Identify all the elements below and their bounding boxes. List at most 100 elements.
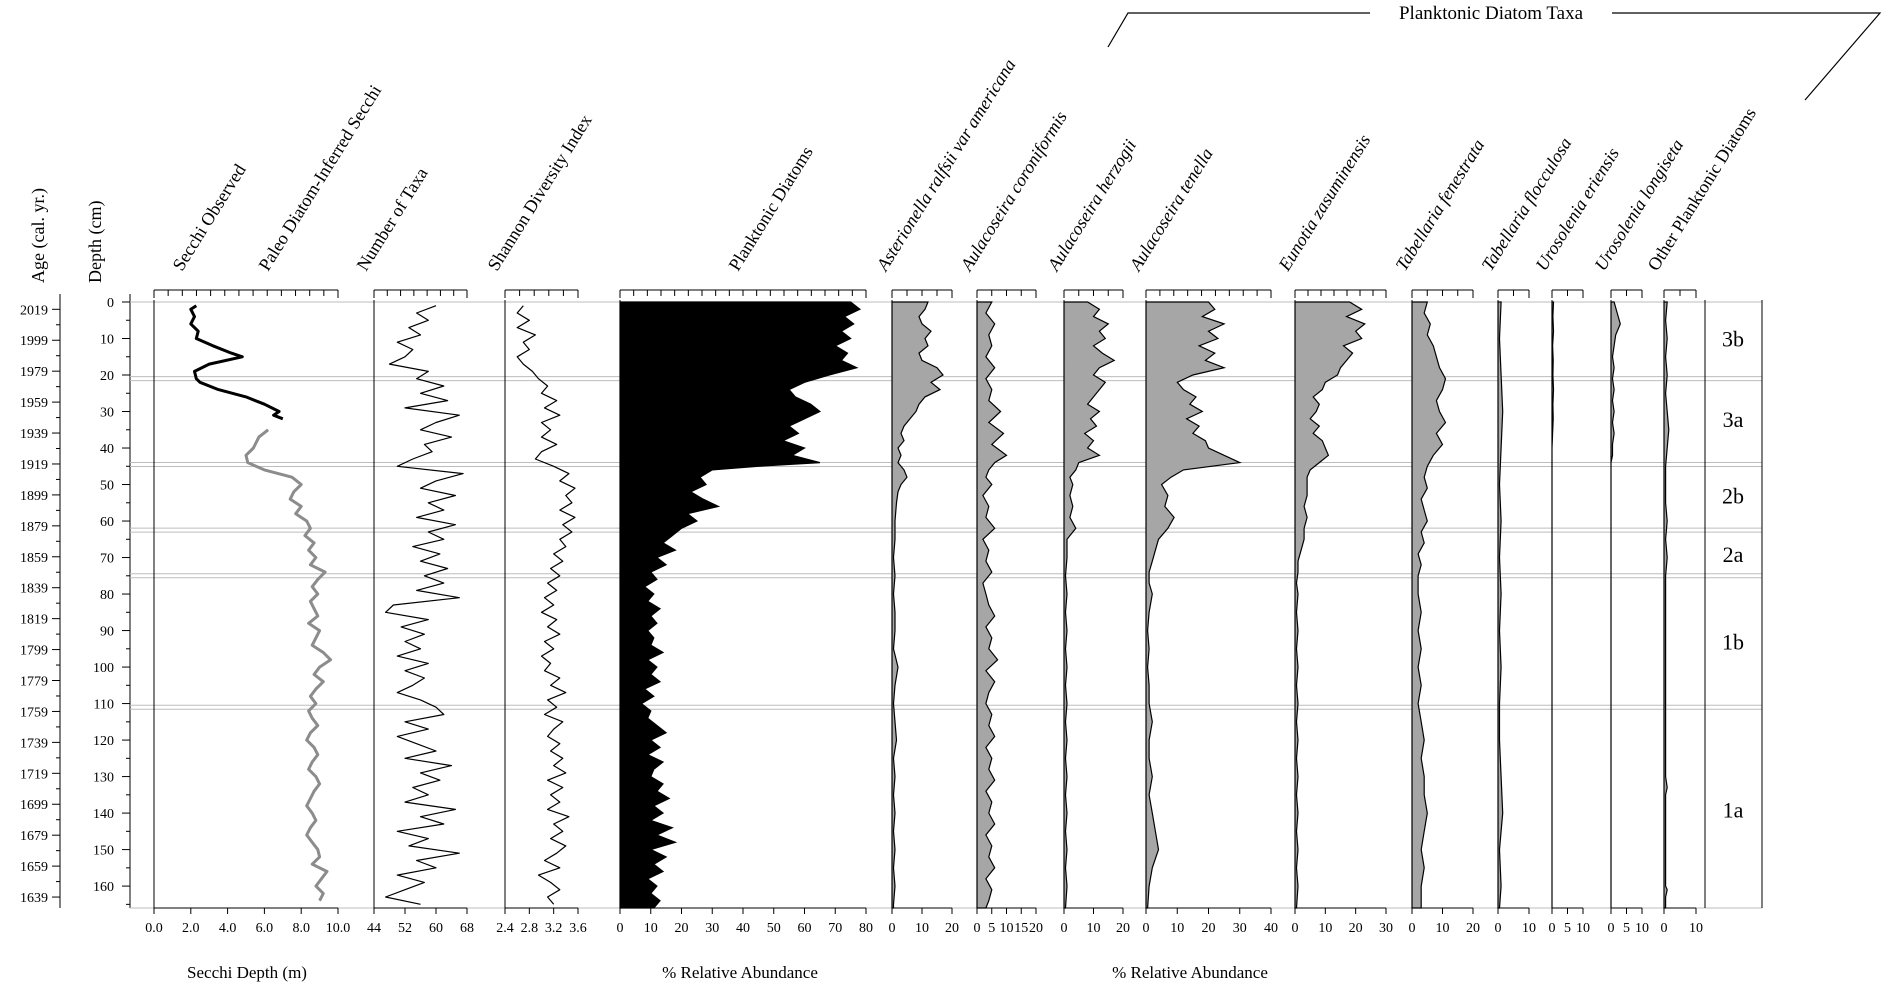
bottom-axis-tick-label: 0.0 (145, 921, 163, 936)
bottom-axis-tick-label: 5 (1623, 921, 1630, 936)
banner-group: Planktonic Diatom Taxa (1107, 3, 1882, 101)
area-series-tab-fen (1411, 301, 1447, 909)
panel-title: Aulacoseira tenella (1125, 144, 1217, 275)
panel-title: Planktonic Diatoms (724, 143, 816, 274)
bottom-axis-tick-label: 0 (1061, 921, 1068, 936)
panel-title: Asterionella ralfsii var americana (872, 55, 1020, 275)
zone-label: 1a (1723, 797, 1744, 822)
depth-tick-label: 40 (100, 442, 114, 457)
panel-title: Eunotia zasuminensis (1274, 131, 1374, 275)
age-tick-label: 1739 (20, 736, 48, 751)
depth-tick-label: 70 (100, 552, 114, 567)
bottom-axis-tick-label: 30 (1379, 921, 1393, 936)
age-tick-label: 1979 (20, 365, 48, 380)
depth-axis-title: Depth (cm) (85, 201, 106, 283)
panel-tab-fen: 0 10 20 Tabellaria fenestrata (1391, 136, 1488, 936)
age-tick-label: 1819 (20, 613, 48, 628)
zone-label: 2b (1722, 483, 1744, 508)
panel-asterionella: 0 10 20 Asterionella ralfsii var americana (872, 55, 1020, 936)
panel-ntaxa: 44 52 60 68 Number of Taxa (352, 164, 474, 936)
depth-tick-label: 0 (107, 296, 114, 311)
bottom-axis-tick-label: 0 (1409, 921, 1416, 936)
depth-tick-label: 10 (100, 333, 114, 348)
zone-label: 1b (1722, 630, 1744, 655)
bottom-axis-tick-label: 30 (705, 921, 719, 936)
bottom-axis-tick-label: 3.6 (569, 921, 587, 936)
panel-planktonic: 0 10 20 30 40 50 60 70 80 Planktonic Diatoms (617, 143, 874, 936)
depth-tick-label: 60 (100, 515, 114, 530)
bottom-axis-tick-label: 15 (1014, 921, 1028, 936)
age-tick-label: 1939 (20, 427, 48, 442)
area-series-aulacoseira-her (1063, 301, 1116, 909)
area-series-uro-eri (1551, 301, 1555, 908)
depth-tick-label: 130 (93, 771, 114, 786)
area-series-uro-lon (1610, 301, 1621, 908)
bottom-axis-tick-label: 0 (1661, 921, 1668, 936)
area-series-other (1663, 301, 1670, 909)
zone-boundaries (130, 301, 1762, 909)
bottom-axis-tick-label: 0 (617, 921, 624, 936)
bottom-axis-tick-label: 0 (889, 921, 896, 936)
bottom-axis-tick-label: 8.0 (292, 921, 310, 936)
panel-title: Number of Taxa (352, 164, 431, 274)
age-tick-label: 1879 (20, 520, 48, 535)
depth-axis: 0 10 20 30 40 50 60 70 80 90 100 110 120 130 140 150 160 (93, 294, 131, 908)
bottom-axis-tick-label: 70 (828, 921, 842, 936)
bottom-axis-tick-label: 10 (1318, 921, 1332, 936)
bottom-axis-tick-label: 20 (1029, 921, 1043, 936)
depth-tick-label: 30 (100, 406, 114, 421)
depth-tick-label: 150 (93, 844, 114, 859)
bottom-axis-tick-label: 20 (1466, 921, 1480, 936)
age-tick-label: 1679 (20, 829, 48, 844)
secchi-axis-label: Secchi Depth (m) (187, 963, 307, 982)
panel-title: Shannon Diversity Index (483, 111, 595, 274)
bottom-axis-tick-label: 20 (1202, 921, 1216, 936)
zone-label: 2a (1723, 542, 1744, 567)
age-tick-label: 1779 (20, 675, 48, 690)
bottom-axis-tick-label: 60 (798, 921, 812, 936)
abundance-axis-label-1: % Relative Abundance (662, 963, 818, 982)
bottom-axis-tick-label: 2.0 (182, 921, 200, 936)
depth-tick-label: 110 (94, 698, 114, 713)
depth-tick-label: 20 (100, 369, 114, 384)
depth-tick-label: 100 (93, 661, 114, 676)
bottom-axis-tick-label: 20 (1116, 921, 1130, 936)
age-tick-label: 1799 (20, 644, 48, 659)
line-series-secchi (189, 304, 284, 421)
bottom-axis-tick-label: 68 (460, 921, 474, 936)
panel-title: Tabellaria fenestrata (1391, 136, 1488, 275)
age-tick-label: 1639 (20, 891, 48, 906)
bottom-axis-tick-label: 40 (1264, 921, 1278, 936)
bottom-axis-tick-label: 6.0 (256, 921, 274, 936)
age-tick-label: 1859 (20, 551, 48, 566)
bottom-axis-tick-label: 0 (1549, 921, 1556, 936)
area-series-tab-floc (1497, 301, 1504, 909)
bottom-axis-tick-label: 10 (1689, 921, 1703, 936)
depth-tick-label: 90 (100, 625, 114, 640)
zone-labels: 3b 3a 2b 2a 1b 1a (1722, 327, 1744, 823)
bottom-axis-tick-label: 10 (644, 921, 658, 936)
bottom-axis-tick-label: 52 (398, 921, 412, 936)
age-tick-label: 1759 (20, 705, 48, 720)
bottom-axis-tick-label: 10.0 (326, 921, 351, 936)
age-axis-title: Age (cal. yr.) (28, 188, 49, 283)
bottom-axis-tick-label: 10 (1436, 921, 1450, 936)
bottom-axis-tick-label: 3.2 (545, 921, 563, 936)
bottom-axis-tick-label: 10 (1635, 921, 1649, 936)
line-series-shannon (516, 305, 576, 905)
bottom-axis-tick-label: 50 (767, 921, 781, 936)
bottom-axis-tick-label: 20 (675, 921, 689, 936)
panel-eunotia: 0 10 20 30 Eunotia zasuminensis (1274, 131, 1393, 936)
depth-tick-label: 120 (93, 734, 114, 749)
age-tick-label: 1659 (20, 860, 48, 875)
age-tick-label: 2019 (20, 303, 48, 318)
panel-title: Other Planktonic Diatoms (1643, 104, 1760, 274)
age-tick-label: 1699 (20, 798, 48, 813)
depth-tick-label: 160 (93, 880, 114, 895)
bottom-axis-tick-label: 10 (915, 921, 929, 936)
panel-aulacoseira-her: 0 10 20 Aulacoseira herzogii (1043, 136, 1140, 936)
panel-title: Aulacoseira herzogii (1043, 136, 1140, 275)
bottom-axis-tick-label: 0 (1608, 921, 1615, 936)
